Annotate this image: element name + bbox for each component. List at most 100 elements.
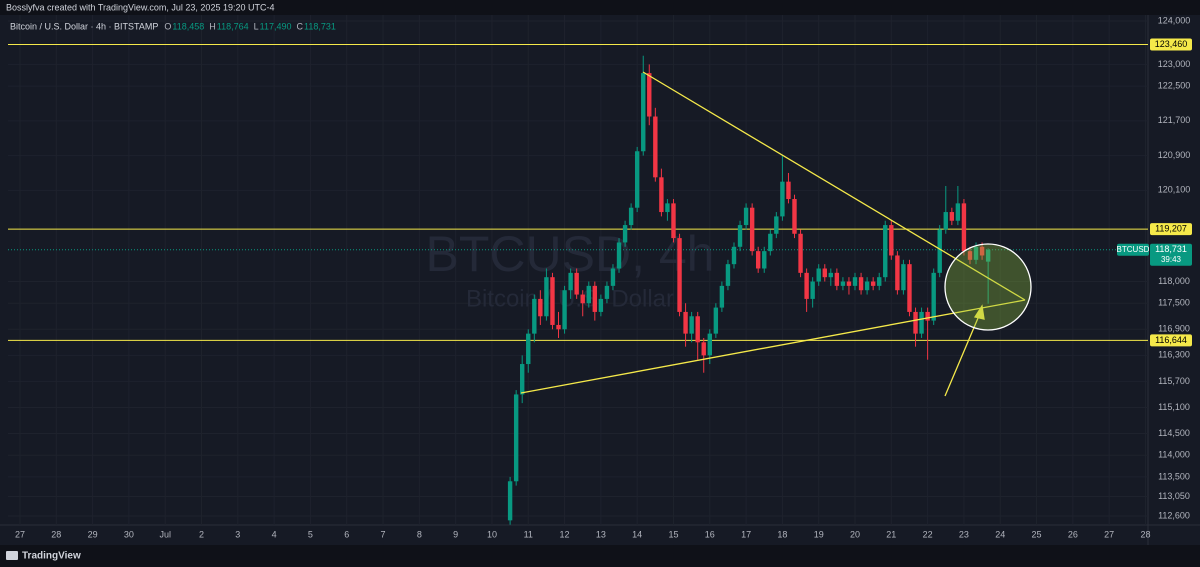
y-tick-label: 115,100 <box>1158 402 1190 412</box>
x-tick-label: 6 <box>344 529 349 539</box>
x-tick-label: 23 <box>959 529 969 539</box>
x-tick-label: 4 <box>272 529 277 539</box>
footer-brand: TradingView <box>22 551 81 562</box>
candle-body <box>647 73 652 117</box>
trendline-lower <box>520 299 1026 394</box>
candle-body <box>743 207 749 226</box>
candle-body <box>858 277 864 291</box>
candle-body <box>798 233 803 273</box>
candle-body <box>895 255 900 291</box>
candle-body <box>870 281 876 286</box>
level-label-bg <box>1150 38 1192 51</box>
candle-body <box>877 277 882 286</box>
candle-body <box>907 264 912 312</box>
level-label: 116,644 <box>1155 335 1187 345</box>
candle-body <box>713 307 719 334</box>
y-tick-label: 117,500 <box>1158 298 1190 308</box>
candle-body <box>852 277 858 286</box>
candle-body <box>955 203 961 221</box>
candle-body <box>701 342 706 356</box>
header-bar <box>0 0 1200 15</box>
legend-symbol: Bitcoin / U.S. Dollar · 4h · BITSTAMP <box>10 21 158 31</box>
candle-body <box>568 272 573 291</box>
candle-body <box>780 181 785 217</box>
legend-ohlc: O 118,458 H 118,764 L 117,490 C 118,731 <box>164 21 336 31</box>
axes: 124,000 123,000 122,500 121,700 120,900 120,1… <box>15 15 1192 539</box>
candle-body <box>532 298 537 334</box>
x-tick-label: 15 <box>668 529 678 539</box>
candle-body <box>550 277 555 325</box>
candle-body <box>526 333 531 365</box>
x-tick-label: 7 <box>381 529 386 539</box>
candle-body <box>610 268 616 286</box>
candle-body <box>519 364 525 395</box>
candle-body <box>556 324 561 330</box>
candle-body <box>774 216 779 234</box>
candle-body <box>695 316 700 343</box>
legend-value: 117,490 <box>260 21 292 31</box>
candle-body <box>973 246 979 260</box>
candle-body <box>616 242 622 269</box>
candle-body <box>925 311 930 321</box>
x-tick-label: Jul <box>159 529 171 539</box>
level-label: 119,207 <box>1155 223 1187 233</box>
x-tick-label: 14 <box>632 529 642 539</box>
candle-body <box>665 203 670 213</box>
candle-body <box>913 311 918 334</box>
candle-body <box>985 249 991 262</box>
candle-body <box>822 268 827 278</box>
candle-body <box>949 212 955 221</box>
x-tick-label: 5 <box>308 529 313 539</box>
candle-body <box>786 181 791 200</box>
y-tick-label: 113,050 <box>1158 491 1190 501</box>
candle-body <box>755 251 761 269</box>
candle-body <box>768 233 773 252</box>
candle-body <box>864 281 870 291</box>
candle-body <box>731 246 737 265</box>
candle-body <box>840 281 846 286</box>
candle-body <box>634 151 640 208</box>
last-price-bg <box>1150 243 1192 266</box>
y-tick-label: 116,300 <box>1158 350 1190 360</box>
y-tick-label: 120,900 <box>1158 150 1191 160</box>
level-label-bg <box>1150 223 1192 236</box>
candle-body <box>707 333 712 356</box>
candle-body <box>574 272 579 295</box>
x-tick-label: 17 <box>741 529 751 539</box>
candle-body <box>580 294 585 304</box>
candles <box>507 55 991 525</box>
candle-body <box>689 316 694 334</box>
last-price-symbol: BTCUSD <box>1117 245 1150 254</box>
last-price-countdown: 39:43 <box>1161 255 1182 264</box>
candle-body <box>653 116 658 178</box>
candle-body <box>828 272 833 278</box>
x-tick-label: 12 <box>560 529 570 539</box>
legend-key: L <box>254 21 259 31</box>
x-tick-label: 27 <box>1104 529 1114 539</box>
x-tick-label: 11 <box>524 529 533 539</box>
x-tick-label: 8 <box>417 529 422 539</box>
candle-body <box>749 207 755 252</box>
y-tick-label: 123,000 <box>1158 59 1191 69</box>
legend-key: O <box>164 21 171 31</box>
x-tick-label: 13 <box>596 529 606 539</box>
y-tick-label: 112,600 <box>1158 510 1190 520</box>
candle-body <box>883 225 888 278</box>
x-tick-label: 22 <box>923 529 933 539</box>
y-tick-label: 115,700 <box>1158 376 1190 386</box>
y-tick-label: 114,000 <box>1158 450 1190 460</box>
candle-body <box>628 207 634 226</box>
x-tick-label: 10 <box>487 529 497 539</box>
y-tick-label: 116,900 <box>1158 324 1190 334</box>
y-tick-label: 114,500 <box>1158 428 1190 438</box>
candle-body <box>846 281 852 286</box>
header-text: Bosslyfva created with TradingView.com, … <box>6 2 274 12</box>
candle-body <box>889 225 894 256</box>
candle-body <box>677 238 682 312</box>
x-tick-label: 19 <box>814 529 824 539</box>
x-tick-label: 18 <box>777 529 787 539</box>
candle-body <box>604 285 610 299</box>
candle-body <box>967 251 973 260</box>
